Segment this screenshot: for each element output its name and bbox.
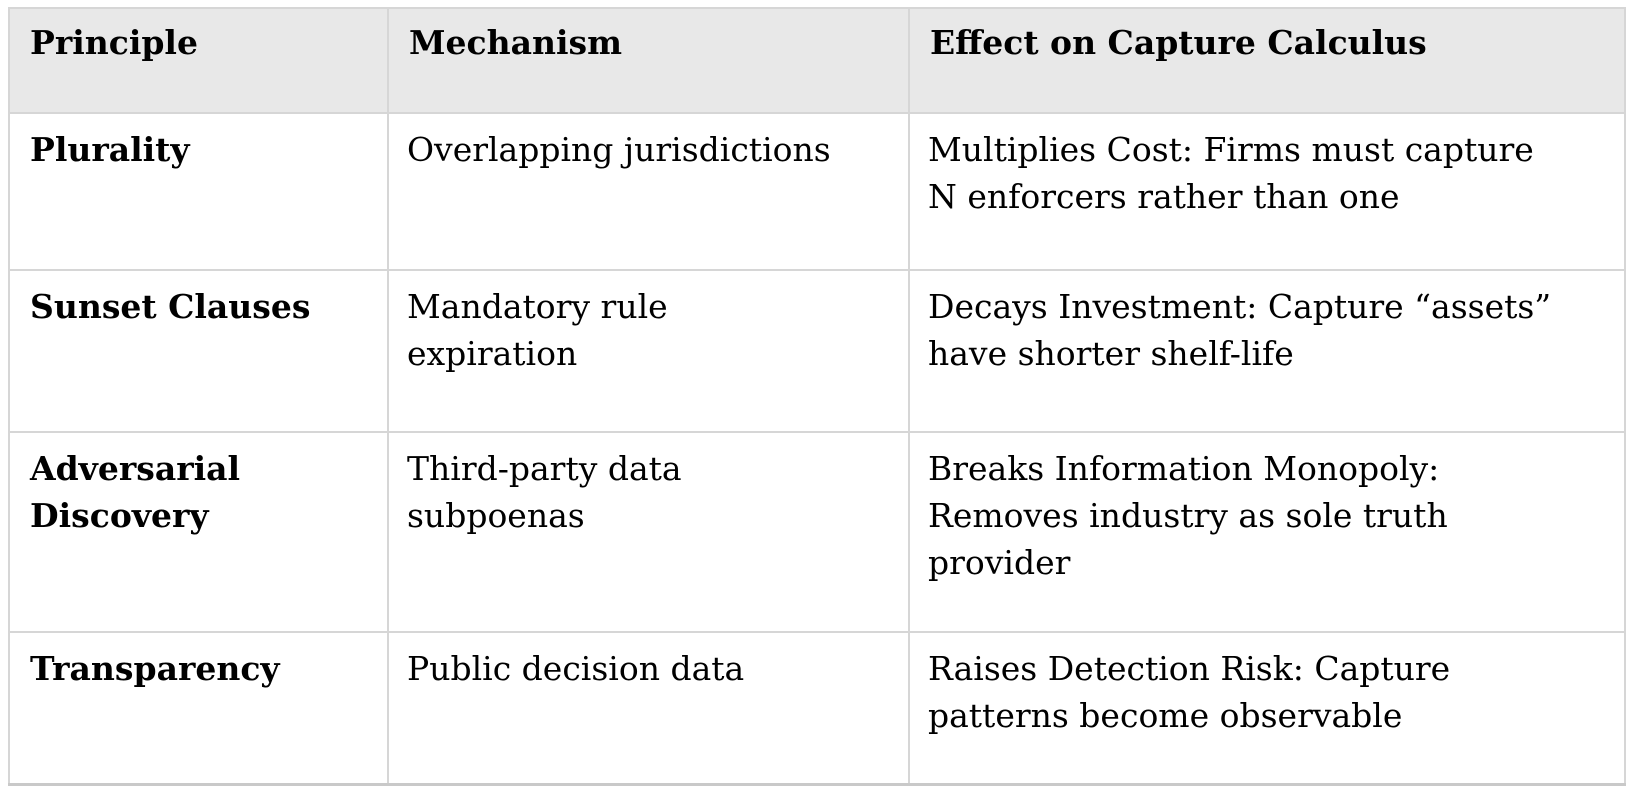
table-row: Plurality Overlapping jurisdictions Mult… bbox=[8, 112, 1626, 271]
cell-effect: Multiplies Cost: Firms must capture N en… bbox=[908, 112, 1626, 271]
table-row: Transparency Public decision data Raises… bbox=[8, 631, 1626, 785]
cell-principle: Adversarial Discovery bbox=[8, 431, 389, 633]
table-row: Adversarial Discovery Third-party data s… bbox=[8, 431, 1626, 633]
cell-principle: Plurality bbox=[8, 112, 389, 271]
cell-principle: Transparency bbox=[8, 631, 389, 785]
header-cell-effect: Effect on Capture Calculus bbox=[908, 7, 1626, 114]
principles-table: Principle Mechanism Effect on Capture Ca… bbox=[8, 7, 1626, 786]
table-header-row: Principle Mechanism Effect on Capture Ca… bbox=[8, 7, 1626, 114]
cell-effect: Breaks Information Monopoly: Removes ind… bbox=[908, 431, 1626, 633]
header-cell-mechanism: Mechanism bbox=[387, 7, 910, 114]
cell-mechanism: Overlapping jurisdictions bbox=[387, 112, 910, 271]
cell-mechanism: Mandatory rule expiration bbox=[387, 269, 910, 433]
header-cell-principle: Principle bbox=[8, 7, 389, 114]
cell-principle: Sunset Clauses bbox=[8, 269, 389, 433]
cell-effect: Raises Detection Risk: Capture patterns … bbox=[908, 631, 1626, 785]
cell-effect: Decays Investment: Capture “assets” have… bbox=[908, 269, 1626, 433]
table-row: Sunset Clauses Mandatory rule expiration… bbox=[8, 269, 1626, 433]
cell-mechanism: Third-party data subpoenas bbox=[387, 431, 910, 633]
cell-mechanism: Public decision data bbox=[387, 631, 910, 785]
